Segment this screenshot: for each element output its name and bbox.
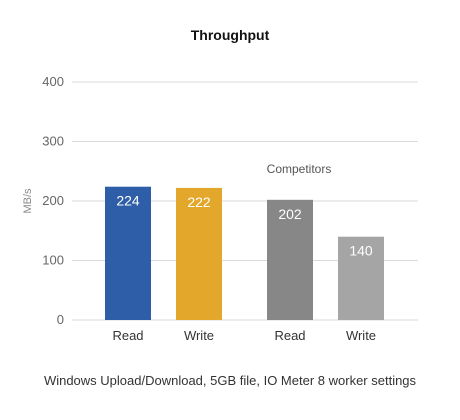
x-tick-label: Read	[112, 328, 143, 343]
competitors-annotation: Competitors	[267, 162, 332, 176]
x-axis-ticks: Read Write Read Write	[112, 328, 376, 343]
bar	[176, 187, 222, 320]
y-tick-label: 100	[42, 253, 64, 268]
y-tick-label: 400	[42, 74, 64, 89]
y-axis-ticks: 0 100 200 300 400	[42, 74, 64, 327]
x-tick-label: Write	[184, 328, 214, 343]
bar	[105, 186, 151, 320]
bar-value-label: 140	[349, 243, 373, 259]
bar-value-label: 224	[116, 193, 140, 209]
chart-footnote: Windows Upload/Download, 5GB file, IO Me…	[44, 373, 417, 388]
bars: 224 222 202 140	[105, 186, 384, 320]
bar-value-label: 222	[187, 194, 211, 210]
chart-title: Throughput	[191, 27, 270, 43]
x-tick-label: Read	[274, 328, 305, 343]
y-tick-label: 300	[42, 134, 64, 149]
x-tick-label: Write	[346, 328, 376, 343]
y-tick-label: 200	[42, 193, 64, 208]
bar	[338, 236, 384, 320]
y-axis-title: MB/s	[22, 188, 34, 214]
bar	[267, 199, 313, 320]
bar-value-label: 202	[278, 206, 302, 222]
y-tick-label: 0	[57, 312, 64, 327]
